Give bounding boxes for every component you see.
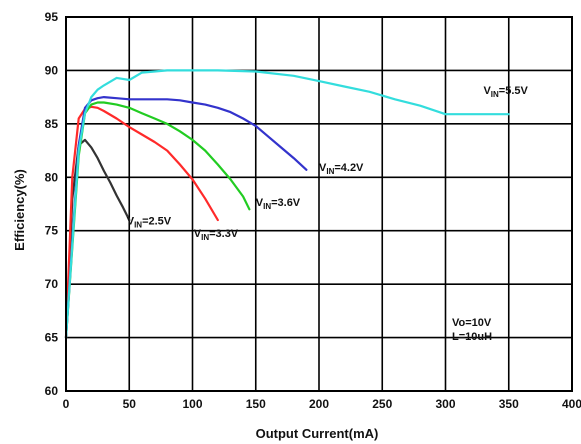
tick-labels: 0 50 100 150 200 250 300 350 400 60 65 70 75 80 85 90 95 xyxy=(45,10,581,411)
x-tick-label: 350 xyxy=(499,397,519,411)
y-axis-title: Efficiency(%) xyxy=(12,169,27,251)
x-tick-label: 50 xyxy=(123,397,137,411)
x-tick-label: 200 xyxy=(309,397,329,411)
y-tick-label: 75 xyxy=(45,224,59,238)
x-tick-label: 300 xyxy=(435,397,455,411)
x-tick-label: 150 xyxy=(246,397,266,411)
y-tick-label: 80 xyxy=(45,170,59,184)
x-axis-title: Output Current(mA) xyxy=(256,426,379,441)
x-tick-label: 0 xyxy=(63,397,70,411)
series-label: VIN=2.5V xyxy=(127,215,172,229)
y-tick-label: 70 xyxy=(45,277,59,291)
x-tick-label: 100 xyxy=(182,397,202,411)
y-tick-label: 60 xyxy=(45,384,59,398)
series-label: VIN=5.5V xyxy=(483,85,528,99)
y-tick-label: 95 xyxy=(45,10,59,24)
series-line xyxy=(64,95,308,339)
series-label: VIN=3.3V xyxy=(194,228,239,242)
series-layer xyxy=(64,69,510,339)
series-line xyxy=(64,101,251,339)
series-line xyxy=(64,105,219,339)
y-tick-label: 65 xyxy=(45,331,59,345)
y-tick-label: 90 xyxy=(45,63,59,77)
plot-frame xyxy=(65,16,573,392)
series-labels: VIN=2.5V VIN=3.3V VIN=3.6V VIN=4.2V VIN=5.5V xyxy=(127,85,529,242)
x-tick-label: 400 xyxy=(562,397,581,411)
inductance-annotation: L=10uH xyxy=(452,331,492,343)
x-tick-label: 250 xyxy=(372,397,392,411)
series-line xyxy=(64,69,510,339)
series-label: VIN=3.6V xyxy=(256,197,301,211)
vo-annotation: Vo=10V xyxy=(452,317,492,329)
series-line xyxy=(64,138,131,339)
series-label: VIN=4.2V xyxy=(319,162,364,176)
y-tick-label: 85 xyxy=(45,117,59,131)
